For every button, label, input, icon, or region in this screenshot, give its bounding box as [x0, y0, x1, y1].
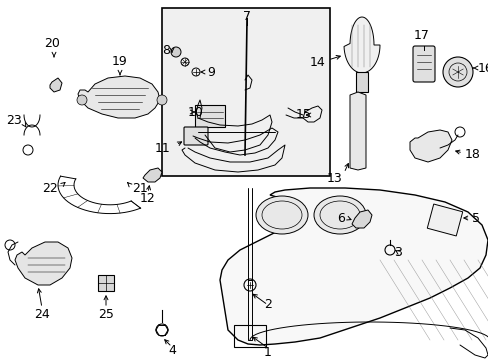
Polygon shape: [427, 204, 462, 236]
Text: 12: 12: [140, 192, 156, 204]
Polygon shape: [142, 168, 162, 182]
Text: 4: 4: [168, 343, 176, 356]
Text: 14: 14: [308, 55, 325, 68]
Circle shape: [77, 95, 87, 105]
Text: 24: 24: [34, 309, 50, 321]
Text: 10: 10: [187, 105, 203, 118]
Text: 13: 13: [325, 171, 341, 184]
Polygon shape: [349, 92, 365, 170]
Polygon shape: [409, 130, 451, 162]
Bar: [234, 325, 265, 347]
Text: 17: 17: [413, 29, 429, 42]
Text: 11: 11: [154, 141, 170, 154]
Bar: [98, 275, 114, 291]
Bar: [162, 8, 329, 176]
Text: 18: 18: [464, 148, 480, 162]
Polygon shape: [220, 188, 487, 345]
Text: 9: 9: [206, 66, 214, 78]
Ellipse shape: [256, 196, 307, 234]
Bar: [355, 72, 367, 92]
Text: 1: 1: [264, 346, 271, 359]
Text: 15: 15: [296, 108, 311, 122]
Text: 7: 7: [243, 10, 250, 23]
Text: 23: 23: [6, 113, 22, 126]
Polygon shape: [50, 78, 62, 92]
Polygon shape: [344, 17, 379, 73]
Text: 16: 16: [477, 62, 488, 75]
Text: 2: 2: [264, 298, 271, 311]
Polygon shape: [15, 242, 72, 285]
FancyBboxPatch shape: [412, 46, 434, 82]
FancyBboxPatch shape: [183, 127, 207, 145]
Text: 25: 25: [98, 309, 114, 321]
Circle shape: [157, 95, 167, 105]
Polygon shape: [351, 210, 371, 228]
Bar: [195, 105, 224, 127]
Text: 22: 22: [42, 181, 58, 194]
Text: 3: 3: [393, 246, 401, 258]
Text: 21: 21: [132, 181, 147, 194]
Circle shape: [171, 47, 181, 57]
Text: 6: 6: [336, 211, 345, 225]
Text: 5: 5: [471, 211, 479, 225]
Text: 8: 8: [162, 44, 170, 57]
Circle shape: [442, 57, 472, 87]
Ellipse shape: [313, 196, 365, 234]
Text: 20: 20: [44, 37, 60, 50]
Text: 19: 19: [112, 55, 128, 68]
Polygon shape: [78, 76, 160, 118]
